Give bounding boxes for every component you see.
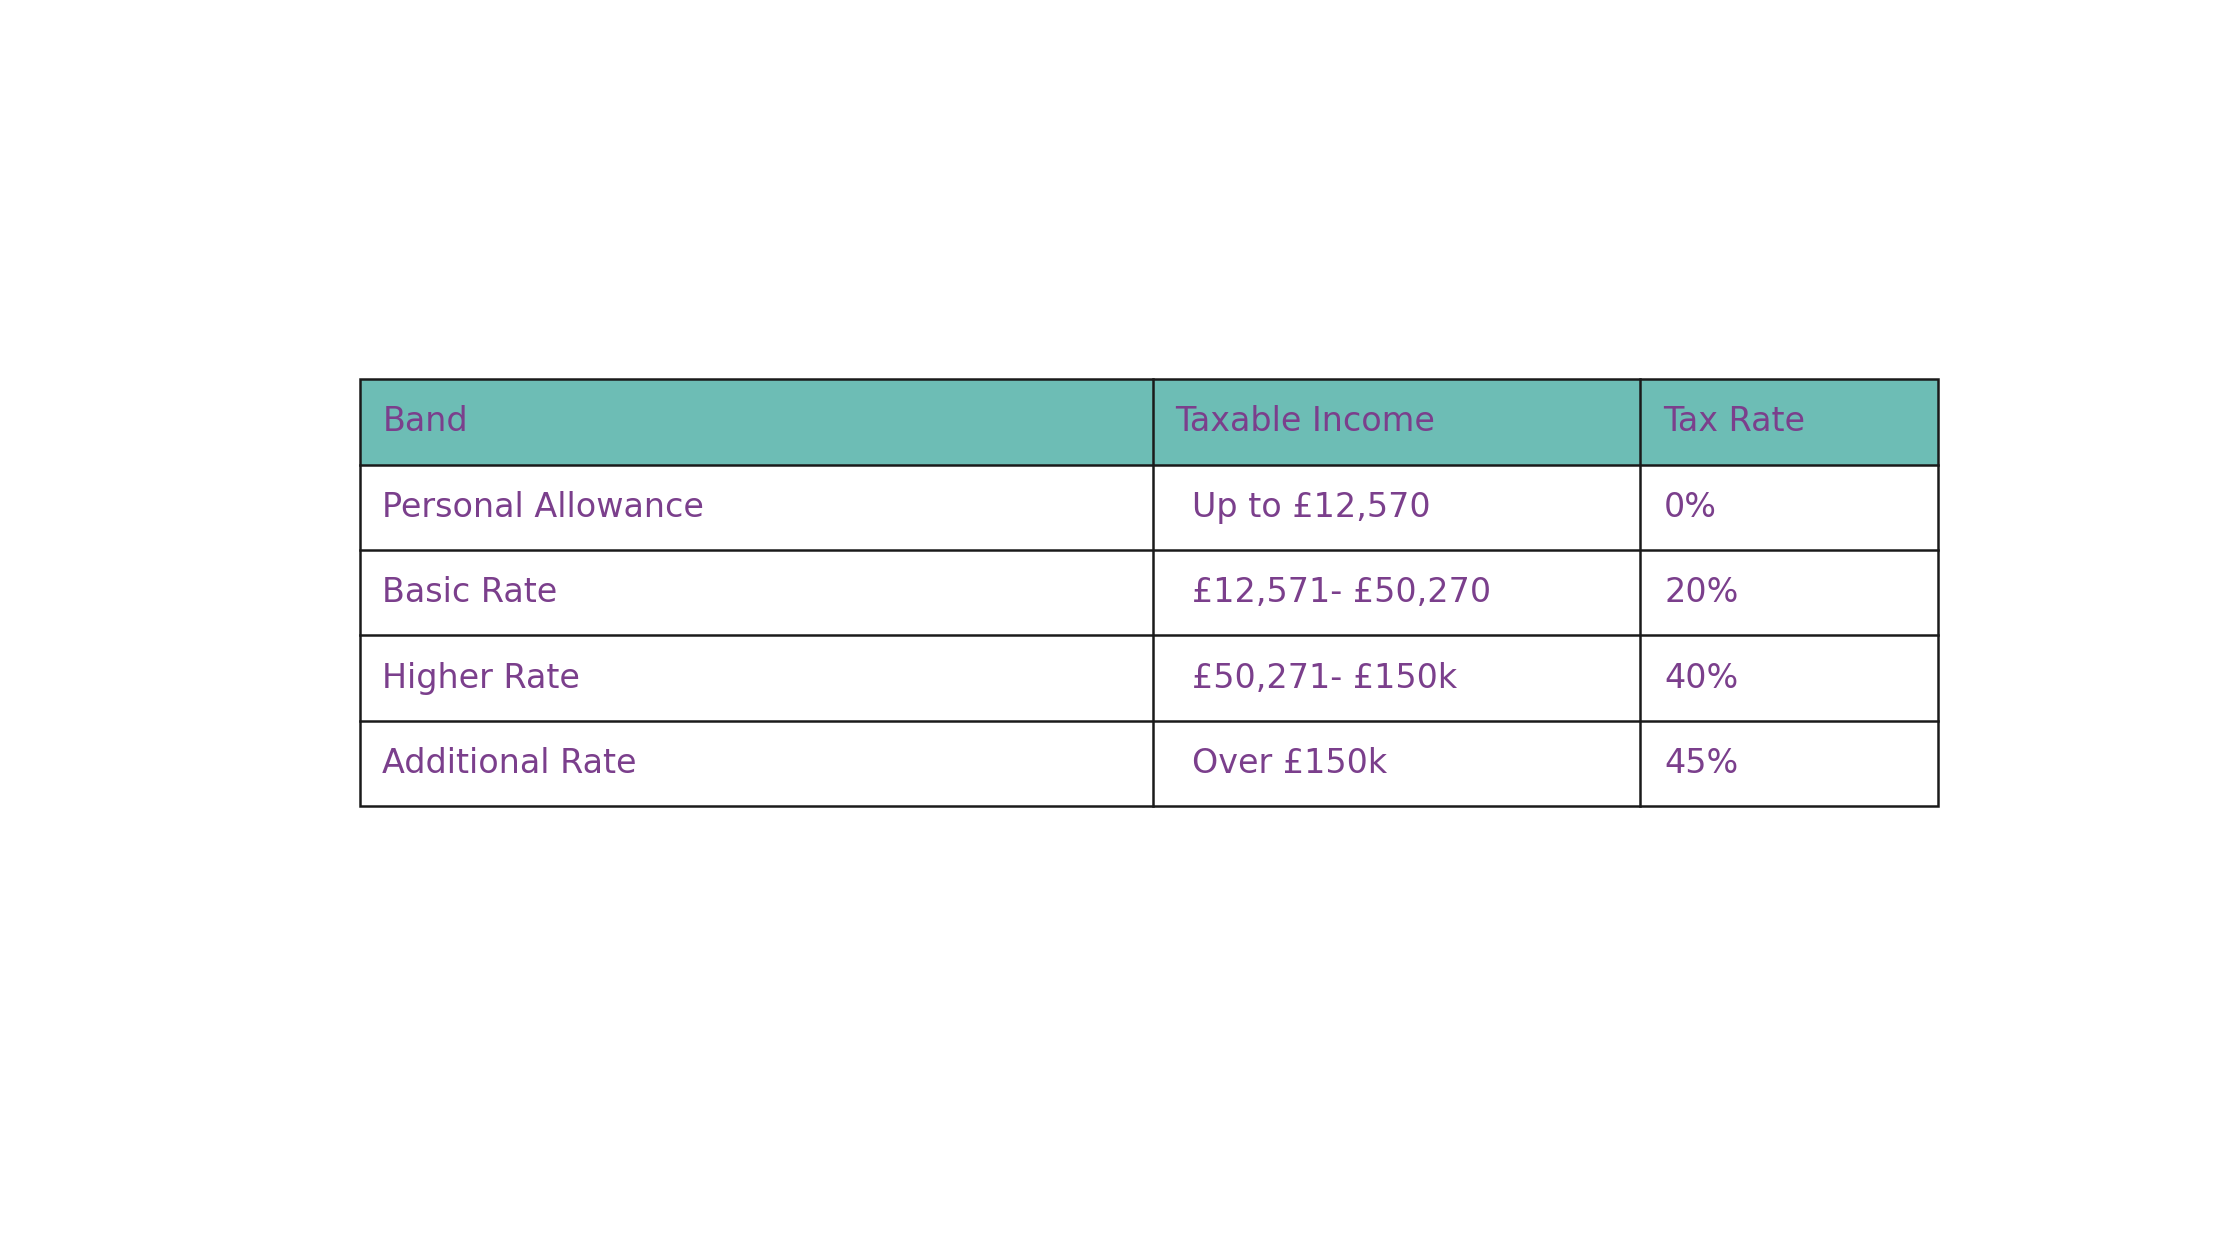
Bar: [1640, 635, 1938, 721]
Text: 20%: 20%: [1664, 576, 1738, 609]
Text: Up to £12,570: Up to £12,570: [1192, 490, 1431, 524]
Bar: [1154, 379, 1640, 465]
Text: Additional Rate: Additional Rate: [383, 747, 636, 780]
Text: Personal Allowance: Personal Allowance: [383, 490, 703, 524]
Text: Basic Rate: Basic Rate: [383, 576, 558, 609]
Bar: [361, 379, 1938, 806]
Text: Band: Band: [383, 406, 468, 438]
Bar: [361, 721, 1154, 806]
Text: Higher Rate: Higher Rate: [383, 662, 580, 694]
Text: £50,271- £150k: £50,271- £150k: [1192, 662, 1458, 694]
Text: £12,571- £50,270: £12,571- £50,270: [1192, 576, 1492, 609]
Bar: [361, 635, 1154, 721]
Text: Tax Rate: Tax Rate: [1662, 406, 1805, 438]
Bar: [1154, 465, 1640, 549]
Bar: [1640, 379, 1938, 465]
Bar: [1154, 635, 1640, 721]
Bar: [1154, 721, 1640, 806]
Text: Taxable Income: Taxable Income: [1176, 406, 1436, 438]
Text: 45%: 45%: [1664, 747, 1738, 780]
Bar: [361, 549, 1154, 635]
Text: 0%: 0%: [1664, 490, 1718, 524]
Bar: [1640, 465, 1938, 549]
Bar: [361, 379, 1154, 465]
Bar: [361, 465, 1154, 549]
Text: Over £150k: Over £150k: [1192, 747, 1387, 780]
Bar: [1640, 549, 1938, 635]
Bar: [1640, 721, 1938, 806]
Bar: [1154, 549, 1640, 635]
Text: 40%: 40%: [1664, 662, 1738, 694]
